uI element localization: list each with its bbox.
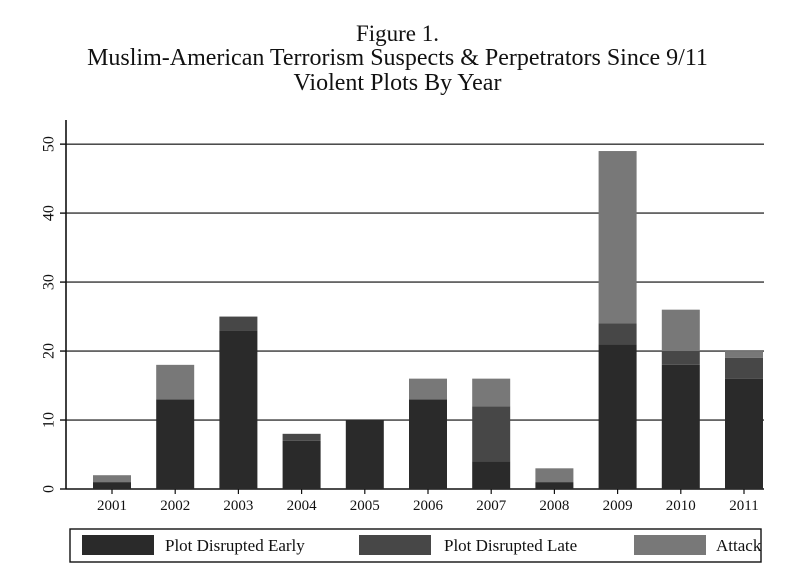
y-tick-labels: 0 10 20 30 40 50 xyxy=(41,136,58,493)
legend: Plot Disrupted Early Plot Disrupted Late A… xyxy=(69,528,762,563)
chart-subtitle-line1: Muslim-American Terrorism Suspects & Per… xyxy=(87,45,708,71)
legend-swatch xyxy=(82,535,154,555)
bar-segment xyxy=(93,475,131,483)
bar-segment xyxy=(535,482,574,489)
bar-segment xyxy=(219,330,258,489)
legend-label: Plot Disrupted Late xyxy=(444,536,577,555)
bar-segment xyxy=(409,399,447,489)
bar-segment xyxy=(472,378,511,407)
bar-segment xyxy=(409,378,447,400)
x-tick-label: 2011 xyxy=(729,498,758,514)
legend-label: Attack xyxy=(716,536,762,555)
chart-subtitle-line2: Violent Plots By Year xyxy=(293,70,502,96)
legend-swatch xyxy=(359,535,431,555)
bar-segment xyxy=(472,461,511,489)
bar-segment xyxy=(219,316,258,331)
bar-segment xyxy=(725,378,763,489)
legend-label: Plot Disrupted Early xyxy=(165,536,305,555)
bar-segment xyxy=(472,406,511,462)
bar-segment xyxy=(661,309,700,352)
bar-segment xyxy=(535,468,574,483)
chart-title: Figure 1. xyxy=(355,21,440,46)
legend-swatch xyxy=(634,535,706,555)
x-tick-label: 2002 xyxy=(160,498,190,514)
bar-segment xyxy=(598,323,637,345)
bar-segment xyxy=(282,440,321,489)
x-tick-label: 2003 xyxy=(223,498,253,514)
x-tick-label: 2008 xyxy=(539,498,569,514)
y-tick-label: 50 xyxy=(41,136,58,152)
bar-segment xyxy=(725,351,763,358)
bar-segment xyxy=(598,151,637,324)
bar-segment xyxy=(156,399,195,489)
y-tick-label: 10 xyxy=(41,412,58,428)
x-tick-labels: 2001 2002 2003 2004 2005 2006 2007 2008 2009 2010… xyxy=(97,498,759,514)
bars xyxy=(93,151,763,489)
bar-segment xyxy=(725,357,763,379)
x-tick-label: 2010 xyxy=(666,498,696,514)
bar-segment xyxy=(661,364,700,489)
x-tick-label: 2009 xyxy=(603,498,633,514)
y-tick-label: 20 xyxy=(41,343,58,359)
bar-segment xyxy=(598,344,637,489)
bar-segment xyxy=(282,433,321,441)
y-tick-label: 0 xyxy=(41,485,58,493)
y-tick-label: 30 xyxy=(41,274,58,290)
bar-segment xyxy=(345,420,384,489)
x-tick-label: 2001 xyxy=(97,498,127,514)
chart-frame xyxy=(8,8,787,575)
x-tick-label: 2005 xyxy=(350,498,380,514)
x-tick-label: 2007 xyxy=(476,498,507,514)
y-tick-label: 40 xyxy=(41,205,58,221)
bar-segment xyxy=(93,482,131,489)
chart-titles: Figure 1. Muslim-American Terrorism Susp… xyxy=(0,22,795,96)
x-tick-label: 2004 xyxy=(287,498,318,514)
bar-segment xyxy=(156,364,195,400)
x-tick-label: 2006 xyxy=(413,498,444,514)
bar-segment xyxy=(661,351,700,365)
